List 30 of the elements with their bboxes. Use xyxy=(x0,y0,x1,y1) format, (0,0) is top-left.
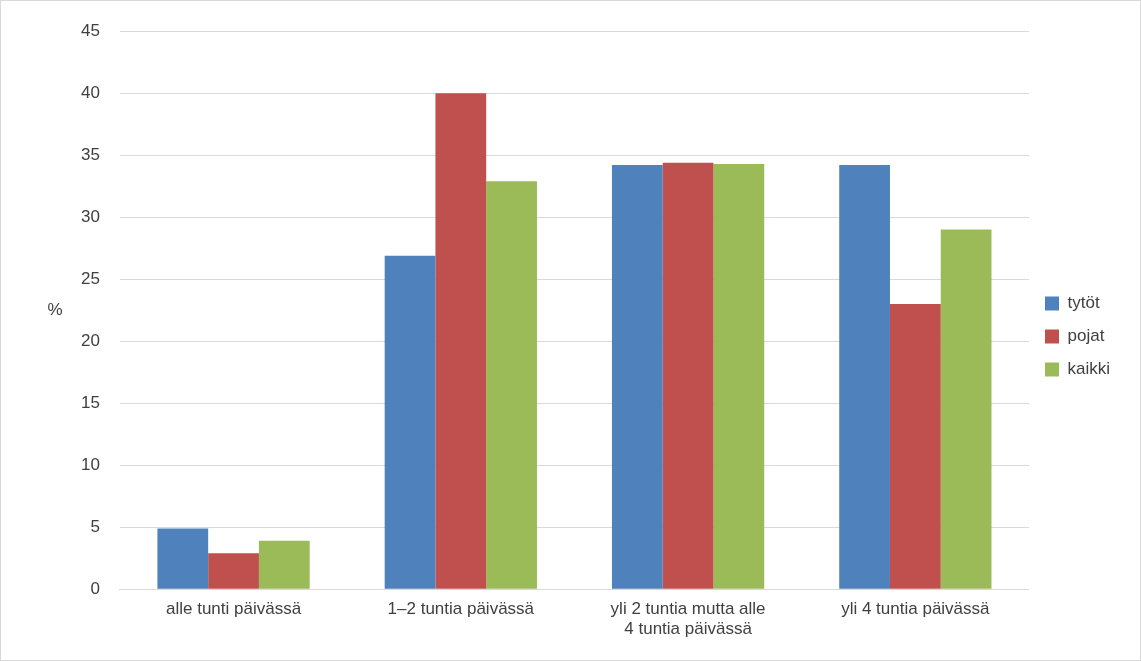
bar xyxy=(889,304,941,589)
bar xyxy=(839,165,890,589)
bar xyxy=(713,163,765,589)
y-tick-label: 40 xyxy=(80,82,100,102)
bar xyxy=(208,553,259,589)
bar xyxy=(258,540,310,589)
y-tick-label: 5 xyxy=(90,516,100,536)
legend-label: kaikki xyxy=(1067,359,1111,379)
bar xyxy=(662,162,714,589)
bar xyxy=(486,181,537,589)
y-tick-label: 35 xyxy=(80,144,100,164)
x-tick-label: alle tunti päivässä xyxy=(165,599,302,619)
y-axis-title: % xyxy=(47,299,63,319)
x-tick-label: 1–2 tuntia päivässä xyxy=(387,599,535,619)
y-tick-label: 20 xyxy=(80,330,100,350)
bar xyxy=(611,165,663,589)
bar xyxy=(940,229,992,589)
legend-label: tytöt xyxy=(1067,293,1100,313)
bar xyxy=(384,255,436,589)
y-tick-label: 30 xyxy=(80,206,100,226)
y-tick-label: 45 xyxy=(80,20,100,40)
y-tick-label: 25 xyxy=(80,268,100,288)
legend-label: pojat xyxy=(1067,326,1105,346)
x-tick-label: yli 2 tuntia mutta alle 4 tuntia päivässä xyxy=(610,599,766,639)
bar xyxy=(157,528,209,589)
bar xyxy=(435,93,487,589)
x-tick-label: yli 4 tuntia päivässä xyxy=(841,599,991,619)
y-tick-label: 10 xyxy=(80,454,100,474)
y-tick-label: 0 xyxy=(90,578,100,598)
y-tick-label: 15 xyxy=(80,392,100,412)
